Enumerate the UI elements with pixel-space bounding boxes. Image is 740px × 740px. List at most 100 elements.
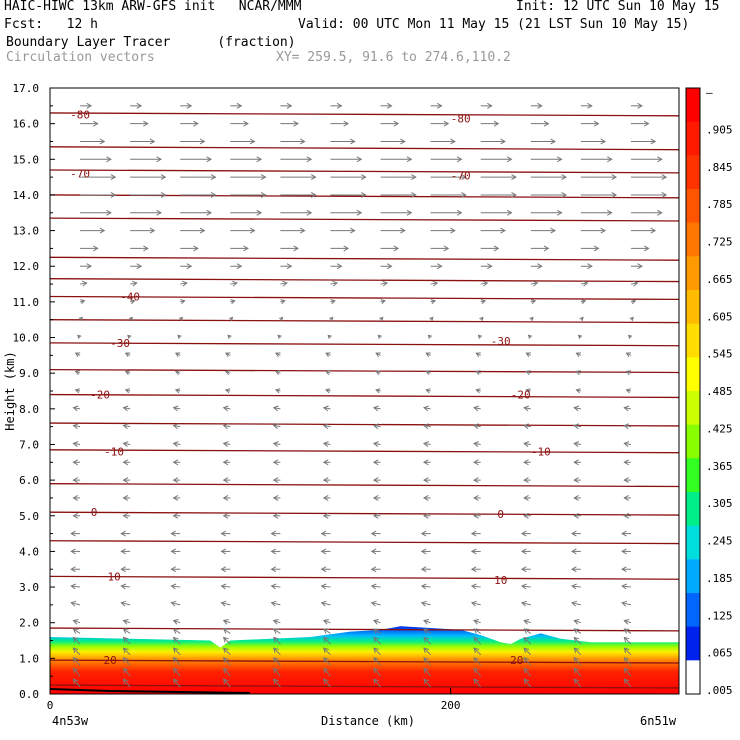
wind-vector xyxy=(121,602,131,606)
wind-vector-head xyxy=(186,102,193,109)
wind-vector-head xyxy=(130,299,136,305)
wind-vector xyxy=(430,282,438,285)
wind-vector-head xyxy=(222,477,229,484)
wind-vector-head xyxy=(286,102,293,109)
wind-vector-head xyxy=(430,299,436,305)
x-end-location: 6n51w xyxy=(640,714,677,728)
wind-vector-head xyxy=(99,227,106,234)
wind-vector-head xyxy=(193,120,199,127)
contour-label: 0 xyxy=(497,508,504,521)
wind-vector xyxy=(473,647,482,656)
contour-label: -30 xyxy=(491,335,511,348)
wind-vector xyxy=(473,637,482,645)
wind-vector-head xyxy=(425,388,431,394)
wind-vector-head xyxy=(370,566,377,573)
wind-vector xyxy=(123,620,131,624)
wind-vector-head xyxy=(370,548,377,555)
wind-vector-head xyxy=(575,352,581,358)
wind-vector xyxy=(323,628,331,634)
colorbar-label: .905 xyxy=(706,123,733,136)
wind-vector-head xyxy=(561,192,567,198)
wind-vector xyxy=(624,628,632,634)
wind-vector xyxy=(573,668,582,677)
wind-vector-head xyxy=(70,530,76,537)
wind-vector-head xyxy=(136,102,143,109)
wind-vector-head xyxy=(249,227,256,234)
wind-vector-head xyxy=(220,548,227,555)
y-tick-label: 16.0 xyxy=(13,118,40,131)
wind-vector-head xyxy=(122,636,129,643)
x-tick-label: 200 xyxy=(441,699,461,712)
wind-vector xyxy=(273,628,281,634)
wind-vector-head xyxy=(72,678,79,685)
wind-vector-head xyxy=(306,156,313,163)
wind-vector-head xyxy=(420,566,427,573)
wind-vector-head xyxy=(523,441,530,447)
wind-vector-head xyxy=(323,678,329,685)
wind-vector xyxy=(323,647,331,656)
wind-vector-head xyxy=(227,334,232,339)
wind-vector-head xyxy=(523,423,530,430)
contour-label: -40 xyxy=(120,291,140,304)
wind-vector-head xyxy=(275,370,281,376)
contour-line xyxy=(50,422,679,427)
wind-vector-head xyxy=(400,227,406,234)
contour-line xyxy=(50,278,679,283)
wind-vector xyxy=(273,442,281,445)
wind-vector xyxy=(524,425,531,428)
wind-vector-head xyxy=(323,657,329,663)
wind-vector xyxy=(624,407,632,410)
wind-vector xyxy=(273,668,281,677)
wind-vector-head xyxy=(174,388,181,394)
wind-vector-head xyxy=(122,405,129,412)
wind-vector xyxy=(73,668,81,677)
wind-vector xyxy=(423,442,431,445)
wind-vector xyxy=(623,637,632,645)
wind-vector-head xyxy=(475,370,481,376)
wind-vector xyxy=(73,407,81,410)
colorbar-label: .305 xyxy=(706,497,733,510)
y-axis: 0.0 1.0 2.0 3.0 4.0 5.0 6.0 7.0 8.0 9.0 10.0 11.0 12… xyxy=(13,82,55,701)
wind-vector-head xyxy=(99,138,106,145)
wind-vector xyxy=(423,425,431,428)
wind-vector-head xyxy=(193,245,199,252)
wind-vector-head xyxy=(470,530,477,537)
wind-vector-head xyxy=(377,334,382,339)
wind-vector-head xyxy=(325,388,331,394)
wind-vector-head xyxy=(511,192,517,198)
wind-vector-head xyxy=(423,477,429,484)
wind-vector-head xyxy=(272,441,279,447)
contour-label: -70 xyxy=(451,169,471,182)
wind-vector-head xyxy=(343,245,350,252)
wind-vector-head xyxy=(260,192,267,198)
wind-vector-head xyxy=(527,334,533,339)
contour-line xyxy=(50,146,679,151)
contour-labels: -80 -80 -70 -70 -40 -30 -30 -20 -20 -10 -10 0 0 10 10 2… xyxy=(70,109,551,667)
wind-vector-head xyxy=(625,388,631,394)
wind-vector xyxy=(173,668,181,677)
wind-vector xyxy=(480,282,488,285)
wind-vector xyxy=(73,647,81,656)
wind-vector-head xyxy=(174,370,181,376)
wind-vector-head xyxy=(661,192,668,198)
contour-label: -10 xyxy=(531,446,551,459)
colorbar-label: .785 xyxy=(706,198,733,211)
wind-vector xyxy=(571,585,581,588)
wind-vector-head xyxy=(320,600,327,607)
wind-vector-head xyxy=(420,583,427,590)
wind-vector-head xyxy=(443,245,450,252)
wind-vector-head xyxy=(186,263,193,270)
wind-vector xyxy=(580,282,588,285)
wind-vector-head xyxy=(537,102,543,109)
contour-label: -10 xyxy=(104,446,124,459)
wind-vector-head xyxy=(72,477,79,484)
y-tick-label: 14.0 xyxy=(13,189,40,202)
contour-label: -20 xyxy=(90,389,110,402)
wind-vector xyxy=(171,602,181,606)
wind-vector-head xyxy=(420,548,427,555)
init-time: Init: 12 UTC Sun 10 May 15 xyxy=(516,0,720,14)
wind-vector-head xyxy=(423,441,429,447)
tracer-fill xyxy=(50,626,679,694)
colorbar-swatch xyxy=(686,391,700,426)
wind-vector-head xyxy=(373,657,379,663)
